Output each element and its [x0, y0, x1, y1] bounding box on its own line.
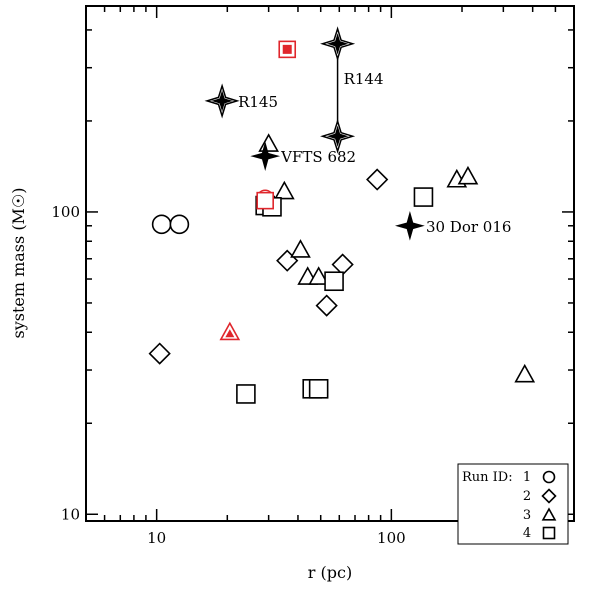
legend-title: Run ID: [462, 470, 513, 485]
x-tick-label: 10 [147, 529, 166, 547]
point-run-2-diamond [366, 168, 389, 191]
legend-entry-label: 1 [523, 470, 531, 485]
point-run-3-triangle [273, 180, 295, 200]
plot-frame [85, 5, 575, 522]
point-run-4-square [324, 271, 344, 292]
legend-circle-icon [542, 470, 556, 484]
point-run-3-triangle [457, 165, 479, 185]
r144-group: R144 [320, 26, 384, 154]
point-run-2-diamond [315, 294, 338, 317]
legend-triangle-icon [541, 507, 557, 521]
point-run-3-triangle [258, 133, 279, 152]
x-tick-label: 100 [377, 529, 406, 547]
star-label: R145 [238, 93, 278, 111]
star-marker [395, 210, 425, 241]
axis-ticks [85, 6, 575, 521]
legend-entry-label: 4 [523, 526, 531, 541]
point-run-4-square [308, 379, 329, 399]
legend-square-icon [542, 526, 556, 540]
point-run-2-diamond [148, 342, 171, 365]
y-tick-label: 10 [61, 505, 80, 523]
legend-diamond-icon [541, 488, 557, 504]
legend-entry-label: 2 [523, 489, 531, 504]
x-axis-label: r (pc) [308, 563, 352, 582]
r144-label: R144 [344, 70, 384, 88]
y-axis-label: system mass (M☉) [9, 187, 28, 338]
legend-entry-label: 3 [523, 508, 531, 523]
point-run-3-triangle [308, 266, 330, 285]
tick-labels: 10 100 10 100 [51, 203, 405, 547]
point-run-3-triangle [290, 239, 311, 258]
point-run-1-circle [151, 214, 172, 235]
r144-star-top-core [326, 33, 349, 55]
highlighted-square [256, 191, 274, 210]
highlighted-square-fill [282, 44, 292, 54]
point-run-3-triangle [514, 363, 536, 383]
star-marker [250, 141, 281, 171]
y-tick-label: 100 [51, 203, 80, 221]
annotations: R145 VFTS 682 30 Dor 016 [204, 83, 511, 241]
point-run-4-square [413, 187, 434, 207]
highlighted-triangle-fill [225, 329, 235, 338]
star-label: VFTS 682 [280, 148, 356, 166]
point-run-1-circle [169, 214, 190, 235]
legend: Run ID: 1 2 3 4 [457, 463, 569, 545]
star-marker-core [211, 90, 233, 112]
star-label: 30 Dor 016 [426, 218, 511, 236]
data-markers [148, 40, 536, 404]
point-run-4-square [236, 384, 256, 404]
r144-star-bottom-core [326, 125, 349, 147]
